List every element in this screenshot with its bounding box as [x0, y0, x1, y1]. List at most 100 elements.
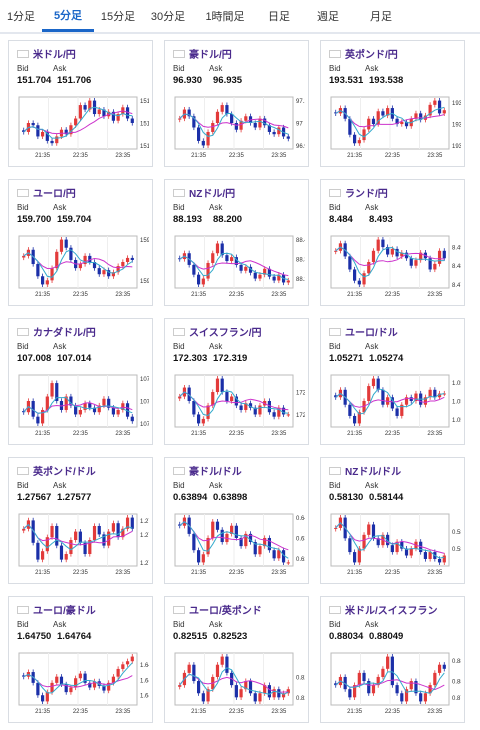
- pair-name[interactable]: 豪ドル/円: [189, 50, 232, 61]
- pair-name[interactable]: 米ドル/スイスフラン: [345, 606, 438, 617]
- candle-body: [36, 682, 40, 696]
- price-chart[interactable]: 1.276 1.2755 1.2745 21:35 22:35 23:35: [15, 510, 149, 580]
- pair-name[interactable]: ユーロ/ドル: [345, 328, 398, 339]
- pair-card[interactable]: ランド/円 Bid Ask 8.484 8.493 8.49 8.48 8.47 21:35 22…: [320, 179, 465, 306]
- price-chart[interactable]: 151.8 151.7 151.6 21:35 22:35 23:35: [15, 93, 149, 163]
- candle-body: [334, 683, 338, 686]
- candle-body: [187, 109, 191, 117]
- pair-name[interactable]: ランド/円: [345, 189, 388, 200]
- y-tick-label: 0.8255: [296, 675, 305, 681]
- candle-body: [178, 396, 182, 399]
- candle-body: [286, 689, 290, 694]
- price-chart[interactable]: 1.647 1.646 1.645 21:35 22:35 23:35: [15, 649, 149, 719]
- price-values: 0.63894 0.63898: [173, 492, 253, 503]
- pair-title[interactable]: 豪ドル/円: [173, 46, 232, 61]
- pair-card[interactable]: 米ドル/スイスフランBidAsk0.880340.880490.88050.88…: [320, 596, 465, 723]
- candle-body: [376, 378, 380, 390]
- pair-card[interactable]: 豪ドル/円 Bid Ask 96.930 96.935 97.1 97 96.9 21:35 22…: [164, 40, 309, 167]
- tab-2[interactable]: 5分足: [42, 0, 94, 32]
- pair-card[interactable]: カナダドル/円BidAsk107.008107.014107.2107.1107…: [8, 318, 153, 445]
- price-chart[interactable]: 97.1 97 96.9 21:35 22:35 23:35: [171, 93, 305, 163]
- candle-body: [437, 100, 442, 114]
- candle-body: [272, 689, 276, 698]
- pair-title[interactable]: ランド/円: [329, 185, 388, 200]
- price-chart[interactable]: 88.4 88.3 88.2 21:35 22:35 23:35: [171, 232, 305, 302]
- pair-card[interactable]: NZドル/円 Bid Ask 88.193 88.200 88.4 88.3 88.2 21:3…: [164, 179, 309, 306]
- pair-title[interactable]: 米ドル/スイスフラン: [329, 602, 437, 617]
- pair-name[interactable]: ユーロ/円: [33, 189, 76, 200]
- pair-card[interactable]: ユーロ/豪ドルBidAsk1.647501.647641.6471.6461.6…: [8, 596, 153, 723]
- candle-body: [59, 401, 64, 410]
- pair-title[interactable]: スイスフラン/円: [173, 324, 261, 339]
- candle-body: [400, 252, 404, 257]
- price-chart[interactable]: 0.64 0.6395 0.639 21:35 22:35 23:35: [171, 510, 305, 580]
- price-chart[interactable]: 159.8 159.6 21:35 22:35 23:35: [15, 232, 149, 302]
- pair-name[interactable]: カナダドル/円: [33, 328, 96, 339]
- pair-name[interactable]: NZドル/円: [189, 189, 236, 200]
- tab-8[interactable]: 月足: [370, 11, 392, 23]
- candle-body: [78, 531, 82, 543]
- price-chart[interactable]: 0.8805 0.88 0.8796 21:35 22:35 23:35: [327, 649, 461, 719]
- price-values: 193.531 193.538: [329, 75, 409, 86]
- pair-name[interactable]: 英ポンド/円: [345, 50, 398, 61]
- pair-title[interactable]: ユーロ/円: [17, 185, 76, 200]
- candle-body: [78, 264, 82, 269]
- y-tick-label: 0.582: [452, 530, 461, 536]
- pair-title[interactable]: 英ポンド/ドル: [17, 463, 96, 478]
- pair-name[interactable]: スイスフラン/円: [189, 328, 262, 339]
- candle-body: [92, 262, 97, 269]
- price-chart[interactable]: 107.2 107.1 107 21:35 22:35 23:35: [15, 371, 149, 441]
- price-chart[interactable]: 1.053 1.0525 1.052 21:35 22:35 23:35: [327, 371, 461, 441]
- tab-4[interactable]: 30分足: [150, 11, 186, 23]
- candle-body: [272, 131, 276, 135]
- pair-name[interactable]: 米ドル/円: [33, 50, 76, 61]
- pair-card[interactable]: 英ポンド/円BidAsk193.531193.538193.6193.4193.…: [320, 40, 465, 167]
- pair-name[interactable]: 豪ドル/ドル: [189, 467, 242, 478]
- price-chart[interactable]: 193.6 193.4 193.2 21:35 22:35 23:35: [327, 93, 461, 163]
- ask-value: 0.63898: [213, 492, 248, 503]
- pair-title[interactable]: ユーロ/ドル: [329, 324, 398, 339]
- price-chart[interactable]: 8.49 8.48 8.47 21:35 22:35 23:35: [327, 232, 461, 302]
- pair-title[interactable]: ユーロ/豪ドル: [17, 602, 96, 617]
- tab-1[interactable]: 1分足: [6, 11, 36, 23]
- pair-name[interactable]: NZドル/ドル: [345, 467, 402, 478]
- pair-name[interactable]: 英ポンド/ドル: [33, 467, 96, 478]
- pair-title[interactable]: NZドル/円: [173, 185, 235, 200]
- candle-body: [31, 520, 35, 543]
- price-chart[interactable]: 172.4 172.3 21:35 22:35 23:35: [171, 371, 305, 441]
- candle-body: [381, 239, 385, 248]
- candle-body: [376, 111, 380, 125]
- pair-card[interactable]: 英ポンド/ドルBidAsk1.275671.275771.2761.27551.…: [8, 457, 153, 584]
- candle-body: [353, 685, 357, 698]
- candle-body: [64, 129, 68, 135]
- x-tick-label: 22:35: [73, 570, 89, 576]
- price-chart[interactable]: 0.582 0.5815 21:35 22:35 23:35: [327, 510, 461, 580]
- tab-6[interactable]: 日足: [268, 11, 290, 23]
- price-chart[interactable]: 0.8255 0.825 21:35 22:35 23:35: [171, 649, 305, 719]
- pair-title[interactable]: ユーロ/英ポンド: [173, 602, 262, 617]
- pair-name[interactable]: ユーロ/英ポンド: [189, 606, 262, 617]
- candle-body: [111, 111, 115, 121]
- bid-label: Bid: [329, 620, 341, 629]
- pair-title[interactable]: 米ドル/円: [17, 46, 76, 61]
- tab-5[interactable]: 1時間足: [205, 11, 245, 23]
- ask-label: Ask: [365, 64, 379, 73]
- candle-body: [244, 681, 248, 690]
- tab-3[interactable]: 15分足: [100, 11, 136, 23]
- pair-card[interactable]: ユーロ/ドルBidAsk1.052711.052741.0531.05251.0…: [320, 318, 465, 445]
- pair-title[interactable]: 豪ドル/ドル: [173, 463, 242, 478]
- candle-body: [121, 664, 125, 669]
- pair-title[interactable]: 英ポンド/円: [329, 46, 398, 61]
- candle-body: [357, 412, 361, 424]
- tab-7[interactable]: 週足: [317, 11, 339, 23]
- pair-title[interactable]: NZドル/ドル: [329, 463, 401, 478]
- pair-title[interactable]: カナダドル/円: [17, 324, 96, 339]
- pair-name[interactable]: ユーロ/豪ドル: [33, 606, 96, 617]
- candle-body: [357, 140, 361, 144]
